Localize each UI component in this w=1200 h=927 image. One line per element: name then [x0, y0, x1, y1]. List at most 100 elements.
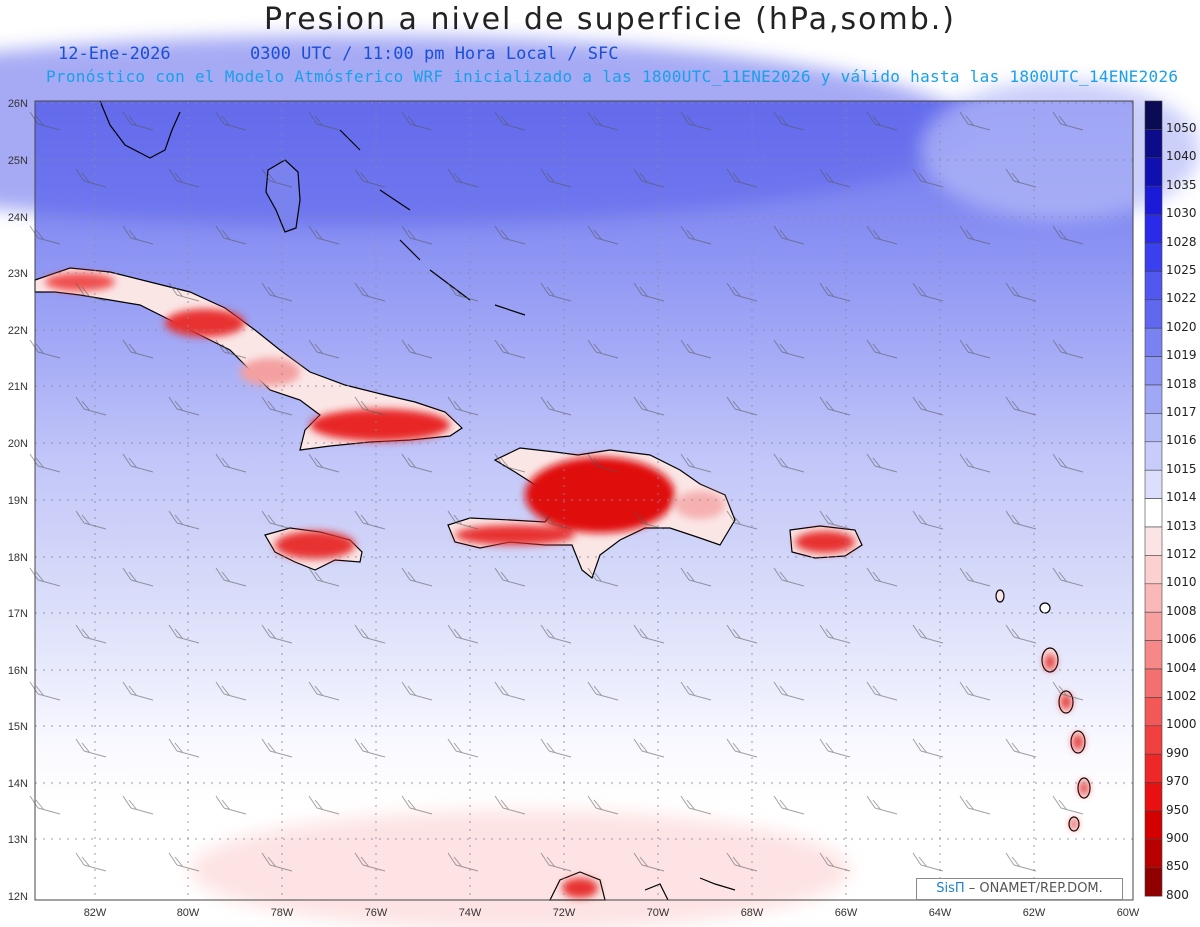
wind-barb: [75, 510, 107, 530]
lat-label: 20N: [8, 438, 28, 450]
lon-label: 76W: [365, 907, 388, 919]
lat-label: 18N: [8, 552, 28, 564]
lon-label: 70W: [647, 907, 670, 919]
wind-barb: [1005, 852, 1037, 872]
wind-barb: [29, 339, 61, 359]
colorbar-level-label: 1014: [1166, 490, 1197, 505]
colorbar-swatch: [1144, 157, 1163, 187]
lat-axis: 26N 25N 24N 23N 22N 21N 20N 19N 18N 17N …: [8, 98, 28, 903]
wind-barb: [540, 396, 572, 416]
colorbar-swatch: [1144, 384, 1163, 414]
colorbar-swatch: [1144, 526, 1163, 556]
lat-label: 23N: [8, 268, 28, 280]
wind-barb: [168, 168, 200, 188]
wind-barb: [680, 795, 712, 815]
wind-barb: [819, 282, 851, 302]
lon-label: 62W: [1023, 907, 1046, 919]
lon-label: 72W: [553, 907, 576, 919]
wind-barb: [959, 225, 991, 245]
wind-barb: [773, 111, 805, 131]
colorbar-level-label: 1000: [1166, 717, 1197, 732]
wind-barb: [401, 681, 433, 701]
wind-barb: [261, 510, 293, 530]
wind-barb: [540, 168, 572, 188]
colorbar-level-label: 1050: [1166, 121, 1197, 135]
wind-barb: [680, 681, 712, 701]
wind-barb: [447, 624, 479, 644]
florida: [99, 100, 181, 159]
colorbar-level-label: 850: [1166, 859, 1189, 874]
wind-barb: [680, 225, 712, 245]
wind-barb: [261, 168, 293, 188]
colorbar-swatch: [1144, 583, 1163, 613]
wind-barb: [122, 111, 154, 131]
wind-barb: [447, 852, 479, 872]
wind-barb: [447, 738, 479, 758]
colorbar-level-label: 1006: [1166, 632, 1197, 647]
wind-barb: [1052, 111, 1084, 131]
colorbar-level-label: 1013: [1166, 518, 1197, 533]
wind-barb: [215, 795, 247, 815]
wind-barb: [819, 624, 851, 644]
high-pressure-shading: [920, 80, 1200, 220]
lon-label: 66W: [835, 907, 858, 919]
bahamas: [339, 129, 526, 316]
wind-barb: [773, 567, 805, 587]
wind-barb: [401, 111, 433, 131]
wind-barb: [494, 111, 526, 131]
lat-label: 12N: [8, 891, 28, 903]
wind-barb: [308, 111, 340, 131]
colorbar-level-label: 1017: [1166, 405, 1197, 419]
wind-barb: [168, 510, 200, 530]
wind-barb: [29, 225, 61, 245]
aruba-curacao: [644, 877, 736, 901]
wind-barb: [773, 681, 805, 701]
wind-barb: [633, 624, 665, 644]
credit-brand: SisΠ: [936, 881, 965, 896]
lon-label: 80W: [177, 907, 200, 919]
wind-barb: [75, 168, 107, 188]
wind-barb: [1005, 624, 1037, 644]
colorbar-level-label: 900: [1166, 831, 1189, 845]
colorbar-swatch: [1144, 441, 1163, 471]
colorbar-level-label: 1018: [1166, 376, 1197, 391]
wind-barb: [1005, 738, 1037, 758]
colorbar-level-label: 1020: [1166, 319, 1197, 334]
wind-barb: [726, 624, 758, 644]
colorbar-swatch: [1144, 129, 1163, 159]
wind-barb: [308, 681, 340, 701]
wind-barb: [912, 852, 944, 872]
wind-barb: [959, 567, 991, 587]
colorbar-swatch: [1144, 214, 1163, 244]
colorbar-swatch: [1144, 668, 1163, 698]
colorbar-level-label: 1022: [1166, 291, 1197, 306]
colorbar-swatch: [1144, 555, 1163, 585]
wind-barb: [587, 567, 619, 587]
lat-label: 15N: [8, 721, 28, 733]
wind-barb: [168, 624, 200, 644]
wind-barb: [122, 225, 154, 245]
wind-barb: [1052, 225, 1084, 245]
wind-barb: [494, 453, 526, 473]
lat-label: 24N: [8, 212, 28, 224]
antigua: [1039, 602, 1051, 614]
wind-barb: [354, 738, 386, 758]
wind-barb: [912, 624, 944, 644]
colorbar-level-label: 1035: [1166, 177, 1197, 192]
wind-barb: [308, 795, 340, 815]
lon-axis: 82W 80W 78W 76W 74W 72W 70W 68W 66W 64W …: [84, 907, 1140, 919]
lat-label: 17N: [8, 608, 28, 620]
wind-barb: [1052, 795, 1084, 815]
wind-barb: [773, 225, 805, 245]
wind-barb: [122, 339, 154, 359]
colorbar-level-label: 1030: [1166, 206, 1197, 221]
wind-barb: [540, 852, 572, 872]
wind-barb: [75, 396, 107, 416]
wind-barb: [122, 453, 154, 473]
colorbar-level-label: 950: [1166, 802, 1189, 817]
colorbar-level-label: 1025: [1166, 263, 1197, 277]
wind-barb: [354, 168, 386, 188]
lat-label: 22N: [8, 325, 28, 337]
wind-barb: [866, 339, 898, 359]
